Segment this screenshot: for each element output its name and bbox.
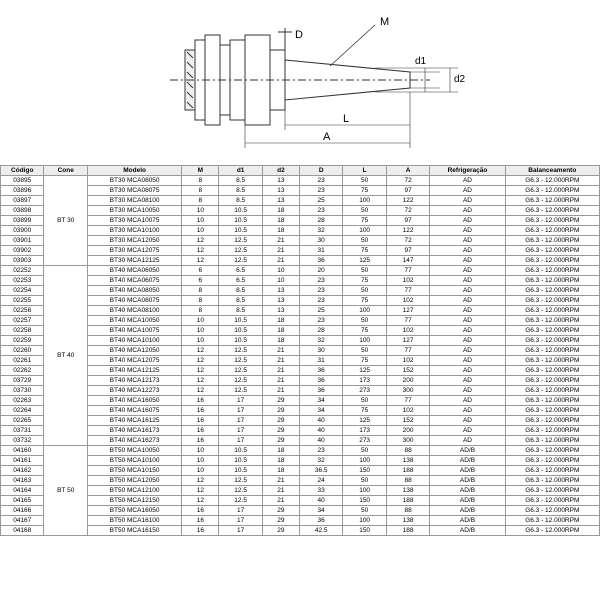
table-row: 04163BT50 MCA120501212.521245088AD/BG6.3…: [1, 476, 600, 486]
table-row: 03903BT30 MCA121251212.52136125147ADG6.3…: [1, 256, 600, 266]
table-row: 02263BT40 MCA16050161729345077ADG6.3 - 1…: [1, 396, 600, 406]
col-10: Balanceamento: [505, 166, 599, 176]
col-9: Refrigeração: [430, 166, 505, 176]
label-l: L: [343, 113, 349, 125]
table-row: 02258BT40 MCA100751010.5182875102ADG6.3 …: [1, 326, 600, 336]
label-d: D: [295, 29, 303, 41]
table-row: 03898BT30 MCA100501010.518235072ADG6.3 -…: [1, 206, 600, 216]
table-row: 02255BT40 MCA0807588.5132375102ADG6.3 - …: [1, 296, 600, 306]
table-row: 03730BT40 MCA122731212.52136273300ADG6.3…: [1, 386, 600, 396]
table-row: 02260BT40 MCA120501212.521305077ADG6.3 -…: [1, 346, 600, 356]
table-row: 02262BT40 MCA121251212.52136125152ADG6.3…: [1, 366, 600, 376]
table-row: 04164BT50 MCA121001212.52133100138AD/BG6…: [1, 486, 600, 496]
table-row: 02264BT40 MCA160751617293475102ADG6.3 - …: [1, 406, 600, 416]
col-4: d1: [219, 166, 262, 176]
col-3: M: [182, 166, 219, 176]
label-d1: d1: [415, 56, 427, 67]
col-1: Cone: [44, 166, 87, 176]
table-row: 03902BT30 MCA120751212.521317597ADG6.3 -…: [1, 246, 600, 256]
col-6: D: [299, 166, 342, 176]
table-row: 04168BT50 MCA1615016172942.5150188AD/BG6…: [1, 526, 600, 536]
table-row: 03897BT30 MCA0810088.51325100122ADG6.3 -…: [1, 196, 600, 206]
table-row: 03900BT30 MCA101001010.51832100122ADG6.3…: [1, 226, 600, 236]
table-row: 03899BT30 MCA100751010.518287597ADG6.3 -…: [1, 216, 600, 226]
col-8: A: [386, 166, 429, 176]
spec-table: CódigoConeModeloMd1d2DLARefrigeraçãoBala…: [0, 165, 600, 536]
tool-holder-diagram: M D d1 d2 L A: [0, 0, 600, 165]
label-m: M: [380, 16, 389, 28]
label-d2: d2: [454, 74, 466, 85]
col-0: Código: [1, 166, 44, 176]
table-row: 02261BT40 MCA120751212.5213175102ADG6.3 …: [1, 356, 600, 366]
table-row: 03729BT40 MCA121731212.52136173200ADG6.3…: [1, 376, 600, 386]
col-7: L: [343, 166, 386, 176]
table-row: 04162BT50 MCA101501010.51836.5150188AD/B…: [1, 466, 600, 476]
table-row: 03896BT30 MCA0807588.513237597ADG6.3 - 1…: [1, 186, 600, 196]
table-row: 02259BT40 MCA101001010.51832100127ADG6.3…: [1, 336, 600, 346]
table-row: 02253BT40 MCA0607566.5102375102ADG6.3 - …: [1, 276, 600, 286]
cone-cell: BT 40: [44, 266, 87, 446]
table-row: 02252BT 40BT40 MCA0605066.510205077ADG6.…: [1, 266, 600, 276]
cone-cell: BT 50: [44, 446, 87, 536]
table-row: 04160BT 50BT50 MCA100501010.518235088AD/…: [1, 446, 600, 456]
table-row: 04165BT50 MCA121501212.52140150188AD/BG6…: [1, 496, 600, 506]
table-row: 02265BT40 MCA1612516172940125152ADG6.3 -…: [1, 416, 600, 426]
table-row: 04166BT50 MCA16050161729345088AD/BG6.3 -…: [1, 506, 600, 516]
label-a: A: [323, 131, 331, 143]
table-row: 03732BT40 MCA1627316172940273300ADG6.3 -…: [1, 436, 600, 446]
table-row: 03901BT30 MCA120501212.521305072ADG6.3 -…: [1, 236, 600, 246]
table-row: 04161BT50 MCA101001010.51832100138AD/BG6…: [1, 456, 600, 466]
table-row: 02256BT40 MCA0810088.51325100127ADG6.3 -…: [1, 306, 600, 316]
cone-cell: BT 30: [44, 176, 87, 266]
table-row: 04167BT50 MCA1610016172936100138AD/BG6.3…: [1, 516, 600, 526]
table-row: 02257BT40 MCA100501010.518235077ADG6.3 -…: [1, 316, 600, 326]
col-2: Modelo: [87, 166, 181, 176]
table-row: 02254BT40 MCA0805088.513235077ADG6.3 - 1…: [1, 286, 600, 296]
table-row: 03895BT 30BT30 MCA0805088.513235072ADG6.…: [1, 176, 600, 186]
table-row: 03731BT40 MCA1617316172940173200ADG6.3 -…: [1, 426, 600, 436]
col-5: d2: [262, 166, 299, 176]
